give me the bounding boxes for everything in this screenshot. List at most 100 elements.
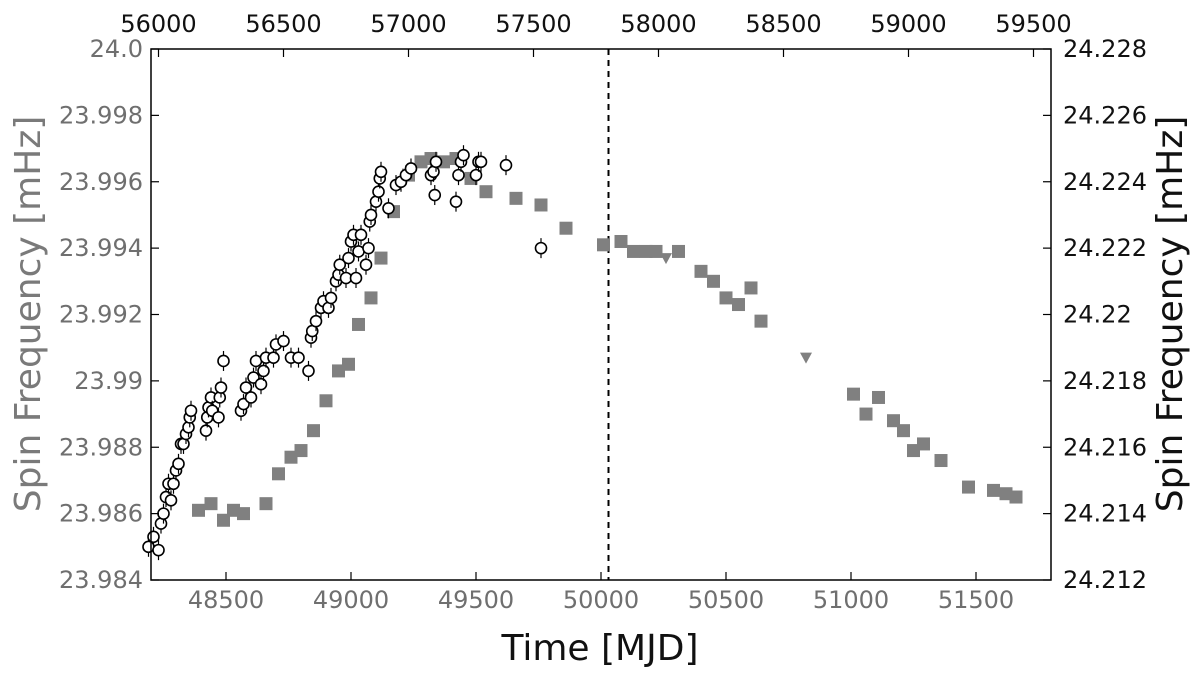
data-point-circle [372,185,385,199]
data-point-square [217,513,230,527]
data-point-square [192,503,205,517]
data-marks-layer [142,145,1023,561]
data-point-square [847,387,860,401]
data-point-circle [277,334,290,348]
x-tick-label: 49000 [313,586,389,614]
data-point-square [204,497,218,511]
right-y-axis-title: Spin Frequency [mHz] [1150,116,1191,513]
top-tick-label: 57000 [370,10,446,38]
data-point-square [284,450,298,464]
data-point-circle [199,424,213,437]
top-tick-label: 58000 [620,10,696,38]
data-point-circle [452,168,465,182]
data-point-square [614,234,628,248]
data-point-square [342,357,355,371]
data-point-square [649,244,663,258]
data-point-square [707,274,720,288]
right-tick-label: 24.224 [1063,168,1147,196]
right-tick-label: 24.218 [1063,367,1147,395]
left-tick-label: 23.986 [59,500,143,528]
x-tick-label: 51500 [938,586,1014,614]
x-tick-label: 51000 [813,586,889,614]
data-point-square [307,424,320,438]
data-point-square [1009,490,1023,504]
x-axis-title: Time [MJD] [500,628,698,669]
data-point-circle [172,457,185,471]
data-point-circle [302,364,315,378]
data-point-square [364,291,378,305]
data-point-triangle [660,253,672,265]
x-tick-label: 50000 [563,586,639,614]
x-tick-label: 48500 [188,586,264,614]
left-tick-label: 23.992 [59,301,143,329]
left-tick-label: 23.99 [74,367,143,395]
left-y-axis-title: Spin Frequency [mHz] [8,116,49,513]
data-point-square [627,244,640,258]
data-point-square [859,407,873,421]
right-tick-label: 24.226 [1063,101,1147,129]
data-point-circle [457,148,470,162]
data-point-circle [359,258,373,272]
data-point-circle [324,291,338,305]
data-point-square [227,503,240,517]
data-point-square [479,185,493,199]
data-point-circle [429,155,443,169]
right-tick-label: 24.212 [1063,566,1147,594]
data-point-circle [214,381,228,394]
data-point-circle [254,377,268,391]
data-point-circle [267,351,280,364]
left-tick-label: 23.996 [59,168,143,196]
data-point-square [999,487,1013,501]
top-tick-label: 57500 [495,10,571,38]
left-tick-label: 23.984 [59,566,143,594]
data-point-circle [152,543,165,557]
data-point-circle [349,271,363,285]
data-point-square [332,364,345,378]
data-point-square [917,437,930,451]
top-tick-label: 59500 [995,10,1071,38]
data-point-circle [428,188,442,202]
data-point-circle [374,165,388,179]
data-point-circle [217,354,230,368]
data-point-square [987,483,1000,497]
data-point-square [897,424,910,438]
x-tick-label: 50500 [688,586,764,614]
data-point-circle [244,391,258,404]
data-point-circle [164,494,178,507]
left-tick-label: 24.0 [90,35,143,63]
data-point-circle [474,155,488,169]
top-tick-label: 58500 [745,10,821,38]
data-point-circle [534,241,548,255]
data-point-triangle [800,352,812,364]
top-tick-label: 56500 [245,10,321,38]
data-point-circle [157,507,170,520]
data-point-square [319,394,333,408]
data-point-square [237,507,250,521]
right-tick-label: 24.216 [1063,433,1147,461]
right-tick-label: 24.222 [1063,234,1147,262]
data-point-square [509,191,523,205]
data-point-circle [309,314,323,328]
left-tick-label: 23.994 [59,234,143,262]
data-point-square [639,244,653,258]
data-point-square [694,264,708,278]
data-point-square [352,317,365,331]
data-point-square [534,198,548,212]
data-point-circle [449,195,463,208]
data-point-square [559,221,573,235]
data-point-square [719,291,733,305]
data-point-circle [342,251,355,265]
data-point-circle [469,168,483,182]
data-point-square [414,155,428,169]
data-point-square [887,414,900,428]
left-tick-label: 23.988 [59,433,143,461]
data-point-square [732,298,745,312]
data-point-circle [362,241,375,255]
data-point-square [934,454,948,468]
axis-ticks-layer: 48500 49000 49500 50000 50500 51000 51500 56000… [59,10,1147,614]
data-point-circle [184,404,198,418]
data-point-square [872,390,885,404]
data-point-square [754,314,768,328]
right-tick-label: 24.22 [1063,301,1132,329]
data-point-circle [292,351,305,364]
